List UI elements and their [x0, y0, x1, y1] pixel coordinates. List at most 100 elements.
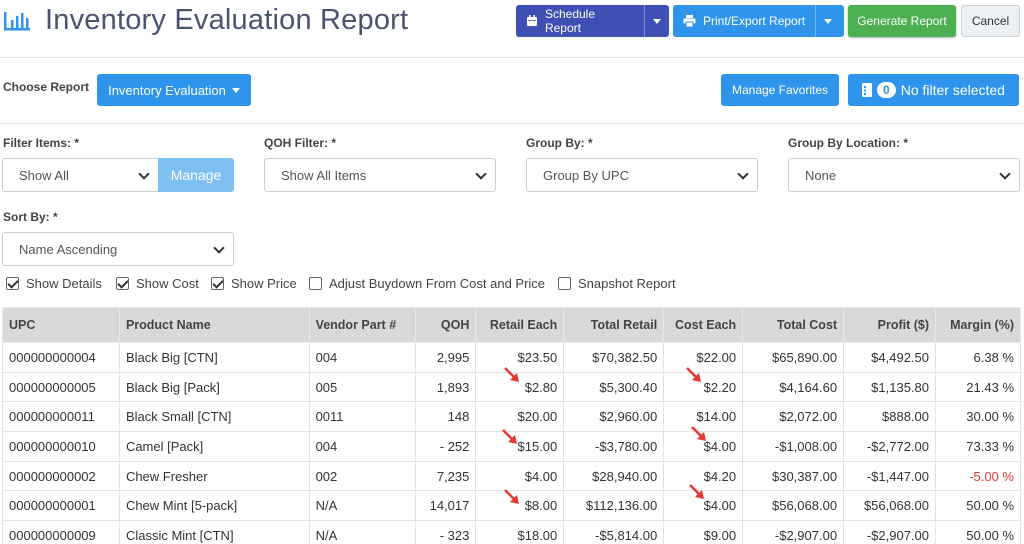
- cell-qoh: - 323: [415, 520, 477, 544]
- cell-total-retail: $28,940.00: [563, 460, 665, 492]
- checkbox-checked-icon[interactable]: [211, 277, 224, 290]
- checkbox-unchecked-icon[interactable]: [309, 277, 322, 290]
- filter-list-icon: [862, 83, 873, 97]
- filter-count-badge: 0: [877, 82, 896, 98]
- print-dropdown-toggle[interactable]: [815, 5, 840, 37]
- qoh-filter-select[interactable]: Show All Items: [264, 158, 496, 192]
- report-select-label: Inventory Evaluation: [108, 82, 226, 98]
- group-by-location-select[interactable]: None: [788, 158, 1020, 192]
- checkbox-unchecked-icon[interactable]: [558, 277, 571, 290]
- adjust-buydown-checkbox[interactable]: Adjust Buydown From Cost and Price: [309, 276, 545, 291]
- column-header-retail-each[interactable]: Retail Each: [475, 307, 565, 343]
- cell-product-name: Chew Fresher: [118, 460, 310, 492]
- cell-qoh: 2,995: [415, 342, 477, 373]
- cell-margin: 50.00 %: [935, 490, 1021, 522]
- cell-total-retail: $70,382.50: [563, 342, 665, 373]
- table-row: 000000000004 Black Big [CTN] 004 2,995 $…: [2, 342, 1021, 373]
- schedule-report-button[interactable]: Schedule Report: [516, 5, 669, 37]
- cell-cost-each: $22.00: [663, 342, 744, 373]
- print-export-label: Print/Export Report: [703, 14, 806, 28]
- cell-vendor-part: 0011: [308, 401, 417, 433]
- snapshot-report-checkbox[interactable]: Snapshot Report: [558, 276, 676, 291]
- column-header-upc[interactable]: UPC: [2, 307, 120, 343]
- show-details-checkbox[interactable]: Show Details: [6, 276, 102, 291]
- manage-favorites-button[interactable]: Manage Favorites: [721, 74, 839, 106]
- page-header: Inventory Evaluation Report Schedule Rep…: [0, 0, 1024, 58]
- table-row: 000000000009 Classic Mint [CTN] N/A - 32…: [2, 520, 1021, 544]
- cell-total-retail: $112,136.00: [563, 490, 665, 522]
- cell-upc: 000000000005: [2, 371, 120, 403]
- cell-vendor-part: 004: [308, 342, 417, 373]
- annotation-arrow-icon: [689, 484, 704, 499]
- filter-status-label: No filter selected: [900, 82, 1005, 98]
- chevron-down-icon: [999, 168, 1011, 180]
- cell-profit: -$2,772.00: [843, 431, 937, 462]
- filter-items-select[interactable]: Show All: [2, 158, 159, 192]
- column-header-product-name[interactable]: Product Name: [118, 307, 310, 343]
- cell-margin: 50.00 %: [935, 520, 1021, 544]
- cell-product-name: Black Small [CTN]: [118, 401, 310, 433]
- cell-upc: 000000000011: [2, 401, 120, 433]
- cell-retail-each: $20.00: [475, 401, 565, 433]
- schedule-dropdown-toggle[interactable]: [644, 5, 669, 37]
- snapshot-report-label: Snapshot Report: [578, 276, 676, 291]
- manage-filter-button[interactable]: Manage: [158, 158, 234, 192]
- cell-upc: 000000000004: [2, 342, 120, 373]
- cell-total-cost: $4,164.60: [742, 371, 845, 403]
- show-cost-label: Show Cost: [136, 276, 199, 291]
- annotation-arrow-icon: [502, 429, 517, 444]
- cell-profit: $4,492.50: [843, 342, 937, 373]
- generate-report-button[interactable]: Generate Report: [848, 5, 956, 37]
- report-select-button[interactable]: Inventory Evaluation: [97, 74, 251, 106]
- cell-margin: 30.00 %: [935, 401, 1021, 433]
- cancel-button[interactable]: Cancel: [961, 5, 1020, 37]
- cell-total-cost: $30,387.00: [742, 460, 845, 492]
- sort-by-select[interactable]: Name Ascending: [2, 232, 234, 266]
- cell-qoh: - 252: [415, 431, 477, 462]
- qoh-filter-value: Show All Items: [281, 167, 367, 183]
- show-price-checkbox[interactable]: Show Price: [211, 276, 297, 291]
- cell-product-name: Chew Mint [5-pack]: [118, 490, 310, 522]
- bar-chart-icon: [4, 12, 30, 31]
- cell-upc: 000000000001: [2, 490, 120, 522]
- checkbox-checked-icon[interactable]: [6, 277, 19, 290]
- column-header-total-retail[interactable]: Total Retail: [563, 307, 665, 343]
- show-cost-checkbox[interactable]: Show Cost: [116, 276, 199, 291]
- filter-items-label: Filter Items: *: [3, 136, 80, 150]
- chevron-down-icon: [475, 168, 487, 180]
- annotation-arrow-icon: [504, 367, 519, 382]
- cell-qoh: 7,235: [415, 460, 477, 492]
- table-header-row: UPC Product Name Vendor Part # QOH Retai…: [2, 307, 1021, 343]
- qoh-filter-label: QOH Filter: *: [264, 136, 337, 150]
- show-details-label: Show Details: [26, 276, 102, 291]
- cell-upc: 000000000009: [2, 520, 120, 544]
- schedule-report-label: Schedule Report: [544, 7, 596, 35]
- cell-vendor-part: N/A: [308, 490, 417, 522]
- print-export-button[interactable]: Print/Export Report: [673, 5, 844, 37]
- annotation-arrow-icon: [686, 367, 701, 382]
- annotation-arrow-icon: [504, 489, 519, 504]
- section-divider: [0, 123, 1024, 124]
- column-header-vendor-part[interactable]: Vendor Part #: [308, 307, 417, 343]
- group-by-select[interactable]: Group By UPC: [526, 158, 758, 192]
- show-price-label: Show Price: [231, 276, 297, 291]
- page-title: Inventory Evaluation Report: [45, 4, 409, 36]
- cell-total-cost: $2,072.00: [742, 401, 845, 433]
- column-header-profit[interactable]: Profit ($): [843, 307, 937, 343]
- cell-upc: 000000000010: [2, 431, 120, 462]
- column-header-total-cost[interactable]: Total Cost: [742, 307, 845, 343]
- cell-total-retail: $5,300.40: [563, 371, 665, 403]
- cell-total-cost: $56,068.00: [742, 490, 845, 522]
- group-by-label: Group By: *: [526, 136, 593, 150]
- column-header-qoh[interactable]: QOH: [415, 307, 477, 343]
- cell-upc: 000000000002: [2, 460, 120, 492]
- cell-vendor-part: 004: [308, 431, 417, 462]
- column-header-cost-each[interactable]: Cost Each: [663, 307, 744, 343]
- cell-profit: -$1,447.00: [843, 460, 937, 492]
- checkbox-checked-icon[interactable]: [116, 277, 129, 290]
- cell-margin: 73.33 %: [935, 431, 1021, 462]
- filter-selection-button[interactable]: 0 No filter selected: [848, 74, 1019, 106]
- column-header-margin[interactable]: Margin (%): [935, 307, 1021, 343]
- cell-total-cost: -$1,008.00: [742, 431, 845, 462]
- group-by-value: Group By UPC: [543, 167, 629, 183]
